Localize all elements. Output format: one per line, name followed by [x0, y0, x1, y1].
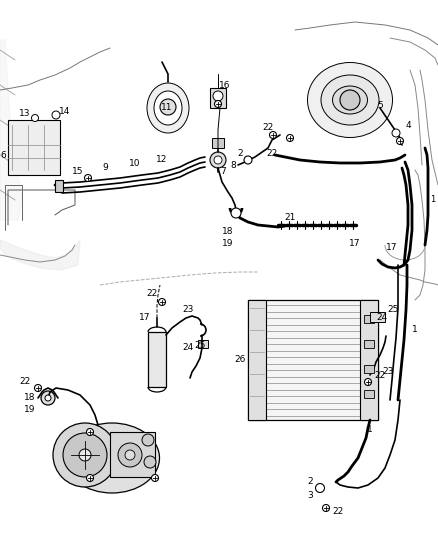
- Text: 16: 16: [219, 82, 231, 91]
- Bar: [248, 300, 378, 420]
- Circle shape: [340, 90, 360, 110]
- Text: 24: 24: [182, 343, 194, 352]
- Text: 7: 7: [220, 167, 226, 176]
- Bar: [148, 332, 166, 387]
- Bar: [212, 138, 224, 148]
- Circle shape: [142, 434, 154, 446]
- Circle shape: [86, 474, 93, 481]
- Circle shape: [244, 156, 252, 164]
- Text: 1: 1: [367, 425, 373, 434]
- Circle shape: [322, 505, 329, 512]
- Circle shape: [125, 450, 135, 460]
- Circle shape: [53, 423, 117, 487]
- Circle shape: [231, 208, 241, 218]
- Text: 18: 18: [24, 393, 36, 402]
- Circle shape: [315, 483, 325, 492]
- Circle shape: [213, 91, 223, 101]
- Bar: [364, 390, 374, 398]
- Circle shape: [210, 152, 226, 168]
- Bar: [110, 432, 155, 477]
- Ellipse shape: [332, 86, 367, 114]
- Circle shape: [396, 138, 403, 144]
- Text: 4: 4: [405, 120, 411, 130]
- Bar: [364, 340, 374, 348]
- Bar: [364, 315, 374, 323]
- Circle shape: [86, 429, 93, 435]
- Circle shape: [286, 134, 293, 141]
- Circle shape: [41, 391, 55, 405]
- Text: 18: 18: [222, 228, 234, 237]
- Text: 22: 22: [262, 123, 274, 132]
- Circle shape: [392, 129, 400, 137]
- Ellipse shape: [307, 62, 392, 138]
- Text: 11: 11: [161, 103, 173, 112]
- Circle shape: [215, 101, 222, 108]
- Ellipse shape: [321, 75, 379, 125]
- Bar: [8, 120, 60, 175]
- Circle shape: [63, 433, 107, 477]
- Text: 22: 22: [374, 372, 385, 381]
- Text: 25: 25: [387, 305, 399, 314]
- Text: 17: 17: [386, 244, 398, 253]
- Circle shape: [45, 395, 51, 401]
- Text: 17: 17: [349, 238, 361, 247]
- Bar: [198, 340, 208, 348]
- Circle shape: [52, 111, 60, 119]
- Text: 2: 2: [307, 478, 313, 487]
- Ellipse shape: [147, 83, 189, 133]
- Text: 2: 2: [237, 149, 243, 157]
- Text: 22: 22: [332, 507, 344, 516]
- Ellipse shape: [154, 91, 182, 125]
- Text: 19: 19: [222, 238, 234, 247]
- Polygon shape: [0, 240, 80, 270]
- Text: 19: 19: [24, 406, 36, 415]
- Text: 1: 1: [431, 196, 436, 205]
- Text: 22: 22: [19, 376, 31, 385]
- Text: 26: 26: [234, 356, 246, 365]
- Text: 23: 23: [382, 367, 394, 376]
- Text: 25: 25: [194, 341, 206, 350]
- Bar: [360, 300, 378, 420]
- Circle shape: [118, 443, 142, 467]
- Text: 23: 23: [182, 305, 194, 314]
- Text: 9: 9: [102, 163, 108, 172]
- Text: 15: 15: [72, 167, 84, 176]
- Bar: [248, 300, 266, 420]
- Text: 21: 21: [284, 213, 296, 222]
- Text: 22: 22: [266, 149, 278, 158]
- Circle shape: [214, 156, 222, 164]
- Circle shape: [159, 298, 166, 305]
- Bar: [210, 88, 226, 108]
- Circle shape: [32, 115, 39, 122]
- Text: 1: 1: [412, 326, 418, 335]
- Bar: [370, 312, 385, 322]
- Circle shape: [269, 132, 276, 139]
- Text: 3: 3: [307, 490, 313, 499]
- Text: 17: 17: [139, 313, 151, 322]
- Circle shape: [364, 378, 371, 385]
- Polygon shape: [0, 40, 22, 220]
- Text: 8: 8: [230, 161, 236, 171]
- Bar: [364, 365, 374, 373]
- Bar: [55, 180, 63, 192]
- Circle shape: [79, 449, 91, 461]
- Circle shape: [152, 474, 159, 481]
- Circle shape: [144, 456, 156, 468]
- Text: 22: 22: [146, 289, 158, 298]
- Text: 13: 13: [19, 109, 31, 117]
- Circle shape: [85, 174, 92, 182]
- Ellipse shape: [64, 423, 159, 493]
- Text: 10: 10: [129, 158, 141, 167]
- Circle shape: [35, 384, 42, 392]
- Circle shape: [160, 99, 176, 115]
- Text: 24: 24: [376, 313, 388, 322]
- Text: 12: 12: [156, 156, 168, 165]
- Text: 5: 5: [377, 101, 383, 109]
- Text: 14: 14: [59, 108, 71, 117]
- Text: 6: 6: [0, 150, 6, 159]
